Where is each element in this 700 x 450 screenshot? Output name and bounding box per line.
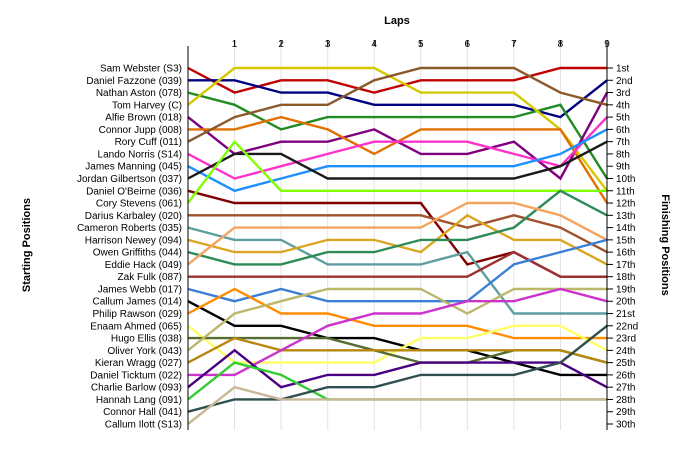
finish-label: 2nd [616, 76, 633, 87]
driver-label: Enaam Ahmed (065) [90, 321, 182, 332]
finish-label: 11th [616, 186, 635, 197]
x-tick-label-2: 2 [278, 39, 284, 50]
series-line-24 [187, 287, 607, 352]
finish-label: 10th [616, 174, 635, 185]
series-line-13 [188, 214, 608, 254]
x-tick-label-5: 5 [418, 39, 424, 50]
driver-label: Lando Norris (S14) [98, 149, 182, 160]
series-line-4 [187, 66, 608, 192]
driver-label: Zak Fulk (087) [118, 272, 182, 283]
driver-label: Hugo Ellis (038) [111, 334, 182, 345]
series-layer [187, 66, 609, 425]
x-axis-title: Laps [384, 15, 410, 27]
finish-label: 30th [616, 420, 635, 431]
series-line-14 [187, 226, 607, 315]
driver-label: Nathan Aston (078) [96, 88, 182, 99]
finish-label: 20th [616, 297, 635, 308]
driver-label: Connor Hall (041) [103, 407, 182, 418]
driver-label: Callum James (014) [93, 297, 182, 308]
y-axis-title-right: Finishing Positions [659, 194, 671, 295]
finish-label: 21st [616, 309, 635, 320]
finish-label: 29th [616, 407, 635, 418]
finish-label: 14th [616, 223, 635, 234]
series-line-26 [188, 287, 608, 377]
finish-label: 6th [616, 125, 630, 136]
finish-label: 12th [616, 199, 635, 210]
x-tick-label-6: 6 [465, 39, 471, 50]
finish-label: 25th [616, 358, 635, 369]
finish-label: 3rd [616, 88, 630, 99]
series-line-9 [187, 128, 608, 193]
x-tick-label-1: 1 [232, 39, 238, 50]
driver-label: Connor Jupp (008) [99, 125, 182, 136]
finish-label: 22nd [616, 321, 638, 332]
series-line-17 [187, 201, 608, 266]
driver-label: Alfie Brown (018) [105, 113, 182, 124]
driver-label: Cameron Roberts (035) [77, 223, 182, 234]
finish-label: 1st [616, 64, 630, 75]
series-line-10 [187, 140, 608, 180]
axes-layer: 123456789Sam Webster (S3)Daniel Fazzone … [77, 39, 638, 431]
x-tick-label-8: 8 [558, 39, 564, 50]
driver-label: Cory Stevens (061) [96, 199, 182, 210]
finish-label: 13th [616, 211, 635, 222]
driver-label: Kieran Wragg (027) [95, 358, 182, 369]
x-tick-label-4: 4 [371, 39, 377, 50]
driver-label: Darius Karbaley (020) [85, 211, 182, 222]
series-line-12 [187, 139, 607, 204]
driver-label: James Webb (017) [98, 284, 182, 295]
y-axis-title-left: Starting Positions [21, 198, 33, 292]
finish-label: 15th [616, 235, 635, 246]
series-line-30 [187, 385, 607, 425]
finish-label: 7th [616, 137, 630, 148]
driver-label: Sam Webster (S3) [100, 64, 182, 75]
series-line-21 [187, 287, 607, 340]
driver-label: Daniel O'Beirne (036) [86, 186, 182, 197]
finish-label: 4th [616, 100, 630, 111]
driver-label: Tom Harvey (C) [112, 100, 182, 111]
finish-label: 24th [616, 346, 635, 357]
series-line-18 [188, 250, 607, 278]
driver-label: Eddie Hack (049) [105, 260, 182, 271]
driver-label: Philip Rawson (029) [93, 309, 183, 320]
driver-label: James Manning (045) [85, 162, 182, 173]
finish-label: 27th [616, 383, 635, 394]
x-tick-label-3: 3 [325, 39, 331, 50]
driver-label: Charlie Barlow (093) [91, 383, 182, 394]
series-line-7 [187, 66, 608, 143]
finish-label: 16th [616, 248, 635, 259]
series-line-25 [187, 336, 608, 364]
finish-label: 28th [616, 395, 635, 406]
series-line-19 [187, 238, 608, 303]
finish-label: 26th [616, 370, 635, 381]
series-line-29 [187, 324, 608, 413]
finish-label: 23rd [616, 334, 636, 345]
x-tick-label-7: 7 [511, 39, 517, 50]
driver-label: Rory Cuff (011) [115, 137, 182, 148]
driver-label: Daniel Ticktum (022) [90, 370, 182, 381]
driver-label: Callum Ilott (S13) [105, 420, 182, 431]
finish-label: 18th [616, 272, 635, 283]
driver-label: Harrison Newey (094) [85, 235, 182, 246]
finish-label: 9th [616, 162, 630, 173]
driver-label: Daniel Fazzone (039) [86, 76, 182, 87]
driver-label: Hannah Lang (091) [96, 395, 182, 406]
driver-label: Jordan Gilbertson (037) [77, 174, 182, 185]
driver-label: Oliver York (043) [108, 346, 182, 357]
finish-label: 19th [616, 284, 635, 295]
finish-label: 17th [616, 260, 635, 271]
finish-label: 5th [616, 113, 630, 124]
finish-label: 8th [616, 149, 630, 160]
driver-label: Owen Griffiths (044) [93, 248, 182, 259]
